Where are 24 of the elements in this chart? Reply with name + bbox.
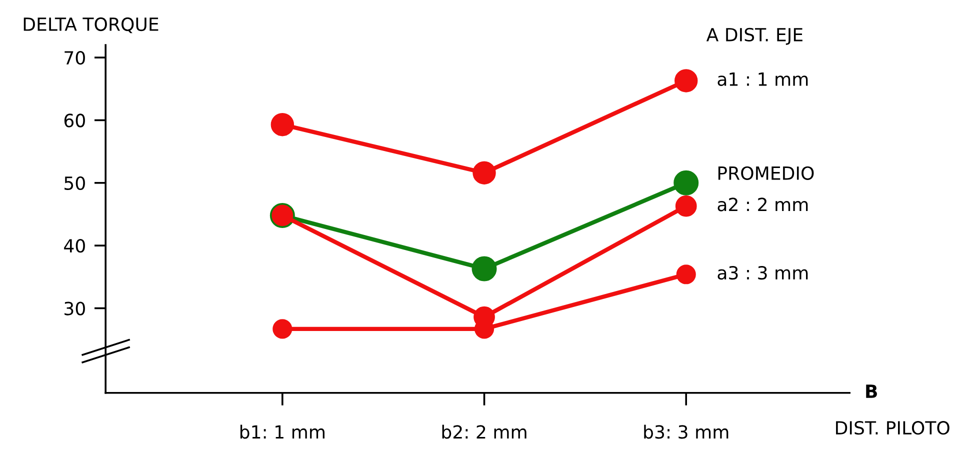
series-label: a2 : 2 mm	[718, 198, 808, 212]
y-tick-label: 30	[64, 302, 85, 316]
x-tick-label: b2: 2 mm	[442, 424, 526, 439]
y-tick-label: 50	[64, 176, 85, 190]
text: B	[866, 384, 877, 398]
point	[674, 170, 699, 196]
point	[472, 256, 497, 282]
point	[272, 319, 292, 339]
point	[472, 161, 496, 184]
y-axis-title: DELTA TORQUE	[24, 17, 158, 34]
x-tick-label: b3: 3 mm	[644, 424, 728, 439]
y-tick-label: 60	[64, 114, 85, 128]
y-tick-label: 70	[64, 50, 85, 65]
point	[270, 113, 294, 136]
legend-title: A DIST. EJE	[706, 28, 802, 45]
series-label: a3 : 3 mm	[718, 266, 808, 280]
x-tick-label: b1: 1 mm	[240, 424, 324, 439]
x-axis-title: DIST. PILOTO	[836, 420, 950, 435]
series-label: a1 : 1 mm	[718, 72, 808, 86]
point	[675, 195, 697, 217]
point	[676, 264, 696, 284]
point	[674, 69, 698, 92]
y-tick-label: 40	[64, 239, 85, 253]
series-label: PROMEDIO	[718, 166, 814, 180]
